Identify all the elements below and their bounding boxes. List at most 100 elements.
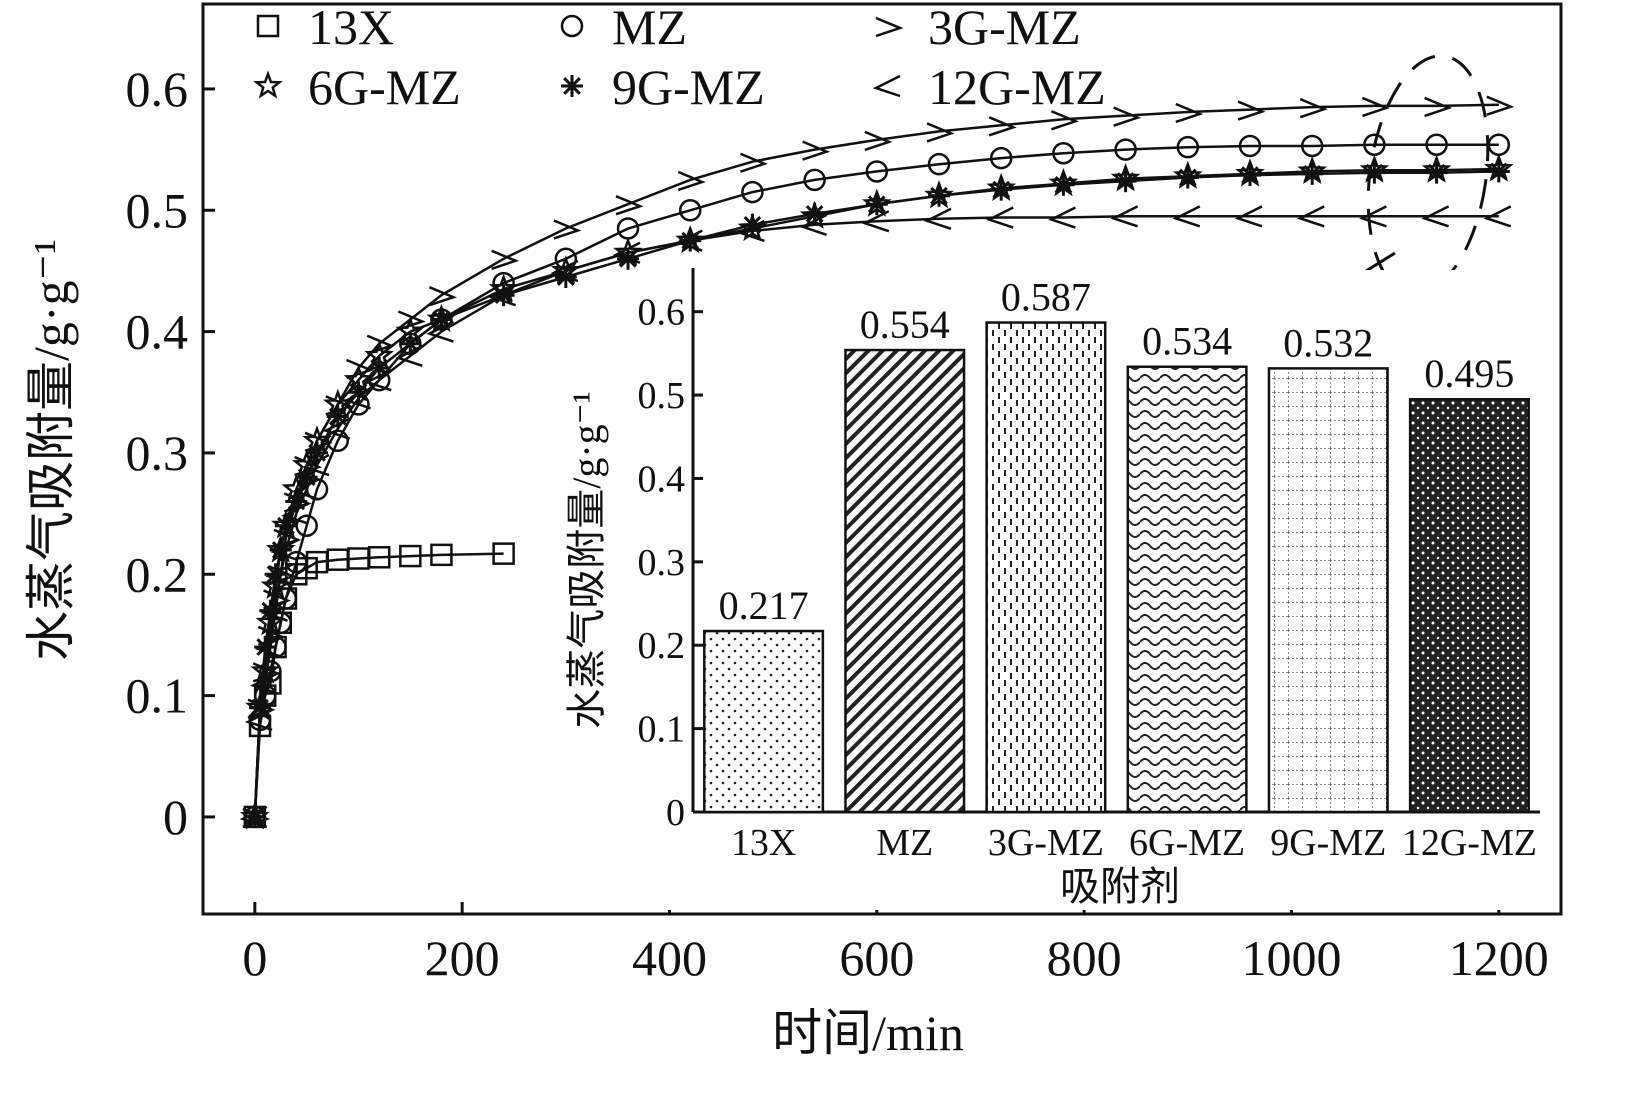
series-point-9g-mz-stroke — [1489, 162, 1508, 181]
series-point-12g-mz — [612, 241, 641, 264]
series-line-13x — [253, 552, 504, 817]
legend-label-3g-mz: 3G-MZ — [928, 0, 1081, 55]
inset-y-axis-title: 水蒸气吸附量/g·g⁻¹ — [564, 391, 609, 729]
series-point-3g-mz — [1299, 97, 1328, 119]
main-x-tick-label: 0 — [242, 930, 267, 986]
series-point-3g-mz — [491, 249, 520, 270]
series-point-mz — [326, 429, 350, 453]
series-point-9g-mz — [990, 178, 1013, 201]
main-y-tick-label: 0.4 — [126, 304, 189, 360]
series-point-3g-mz — [988, 116, 1017, 137]
main-x-tick-label: 1000 — [1241, 930, 1341, 986]
series-point-3g-mz — [615, 195, 644, 216]
inset-bars: 0.217 0.554 0.587 0.534 0.532 0.495 — [703, 275, 1530, 814]
series-point-3g-mz — [802, 140, 831, 161]
inset-y-axis: 0 0.1 0.2 0.3 0.4 0.5 0.6 — [638, 292, 703, 834]
series-point-12g-mz — [1234, 205, 1263, 228]
inset-y-tick-label: 0.5 — [638, 375, 686, 417]
series-point-12g-mz — [1110, 205, 1139, 228]
series-point-12g-mz — [244, 708, 273, 732]
series-point-9g-mz — [1114, 170, 1137, 193]
series-point-3g-mz — [677, 170, 706, 192]
series-point-3g-mz — [926, 122, 955, 143]
series-point-3g-mz — [1113, 106, 1142, 127]
series-point-9g-mz-stroke — [432, 310, 451, 329]
main-line-chart: 0 200 400 600 800 1000 1200 0 0.1 0.2 0.3 0.4 0.5 0.… — [23, 0, 1563, 1061]
series-point-9g-mz — [1487, 160, 1510, 183]
main-x-tick-label: 400 — [632, 930, 707, 986]
series-point-12g-mz — [301, 453, 330, 477]
series-point-3g-mz — [553, 219, 582, 240]
main-x-axis-title: 时间/min — [772, 1005, 964, 1061]
series-point-9g-mz-stroke — [251, 698, 269, 717]
series-point-3g-mz — [1050, 110, 1079, 131]
series-point-9g-mz-stroke — [297, 468, 316, 487]
series-point-3g-mz — [1361, 96, 1390, 118]
series-point-9g-mz — [347, 381, 370, 404]
series-point-3g-mz — [1486, 95, 1515, 116]
inset-bar-chart: 0 0.1 0.2 0.3 0.4 0.5 0.6 0.217 0.554 0.587 0.534… — [564, 268, 1555, 910]
series-point-9g-mz-stroke — [370, 359, 389, 377]
inset-y-tick-label: 0.2 — [638, 625, 686, 667]
legend-label-12g-mz: 12G-MZ — [928, 59, 1106, 115]
legend-marker-mz — [560, 14, 584, 38]
series-point-12g-mz — [1359, 205, 1387, 228]
inset-x-axis: 13X MZ 3G-MZ 6G-MZ 9G-MZ 12G-MZ — [731, 822, 1537, 864]
series-point-9g-mz — [928, 184, 951, 207]
series-point-6g-mz — [250, 655, 281, 684]
inset-y-tick-label: 0.6 — [638, 292, 686, 334]
series-point-12g-mz — [923, 207, 952, 230]
series-point-12g-mz — [674, 229, 703, 252]
main-y-tick-label: 0.3 — [126, 425, 189, 481]
legend: 13X MZ 3G-MZ 6G-MZ 9G-MZ 12G-MZ — [253, 0, 1106, 115]
series-point-12g-mz — [270, 538, 299, 562]
series-point-3g-mz — [1424, 96, 1453, 118]
series-point-12g-mz — [737, 219, 765, 243]
inset-y-tick-label: 0 — [666, 792, 685, 834]
series-point-9g-mz — [1239, 164, 1262, 187]
series-point-3g-mz — [739, 152, 768, 173]
main-x-tick-label: 1200 — [1449, 930, 1549, 986]
series-point-12g-mz — [239, 805, 268, 829]
series-point-12g-mz — [281, 502, 309, 525]
bar-value-label-12g-mz: 0.495 — [1424, 351, 1514, 396]
series-point-9g-mz-stroke — [1241, 166, 1259, 184]
series-point-9g-mz-stroke — [930, 186, 948, 205]
inset-y-tick-label: 0.1 — [638, 709, 686, 751]
series-point-12g-mz — [322, 417, 351, 440]
series-point-mz — [678, 199, 702, 222]
series-point-9g-mz — [1176, 166, 1199, 189]
series-point-12g-mz — [363, 369, 392, 392]
series-point-9g-mz — [1052, 173, 1075, 196]
inset-x-tick-label: 13X — [731, 822, 796, 864]
series-point-9g-mz-stroke — [328, 407, 347, 426]
series-point-12g-mz — [1483, 205, 1512, 228]
legend-label-mz: MZ — [612, 0, 687, 55]
legend-marker-13x — [256, 14, 280, 38]
series-point-9g-mz — [1301, 162, 1324, 185]
inset-x-axis-title: 吸附剂 — [1060, 864, 1180, 909]
bar-value-label-6g-mz: 0.534 — [1142, 319, 1232, 364]
series-point-9g-mz-stroke — [1427, 163, 1446, 182]
series-point-12g-mz — [343, 387, 372, 410]
series-point-9g-mz-stroke — [1054, 175, 1073, 194]
main-x-tick-label: 600 — [839, 930, 914, 986]
series-point-mz — [1238, 134, 1262, 158]
series-point-mz — [927, 152, 951, 176]
inset-y-tick-label: 0.4 — [638, 458, 686, 500]
series-point-12g-mz — [861, 210, 890, 233]
series-point-9g-mz — [741, 213, 764, 236]
main-series-markers — [239, 95, 1515, 830]
legend-label-13x: 13X — [308, 0, 394, 55]
series-point-12g-mz — [255, 635, 283, 659]
main-plot-frame — [201, 2, 1563, 916]
series-point-mz — [741, 180, 764, 204]
series-point-3g-mz — [1237, 100, 1266, 121]
inset-x-tick-label: 6G-MZ — [1129, 822, 1245, 864]
bar-13x — [703, 629, 825, 814]
series-point-3g-mz — [864, 130, 893, 152]
main-y-tick-label: 0.2 — [126, 546, 189, 602]
series-point-12g-mz — [488, 284, 517, 307]
series-point-mz — [989, 146, 1013, 170]
